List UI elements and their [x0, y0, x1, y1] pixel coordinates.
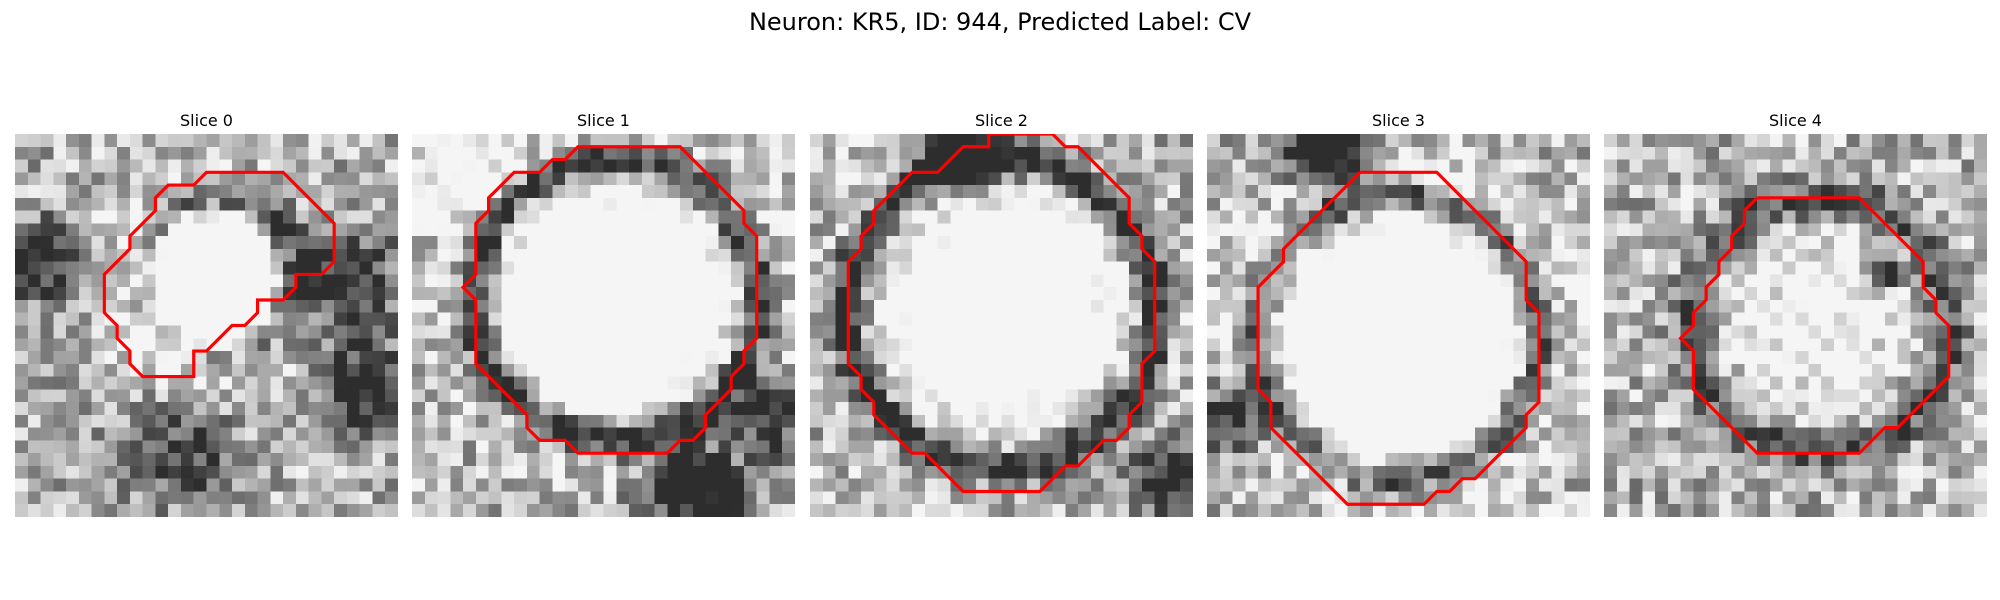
- slice-title: Slice 0: [180, 111, 233, 130]
- contour-line: [1256, 170, 1541, 506]
- slice-image: [412, 134, 795, 517]
- slice-panel-0: Slice 0: [15, 110, 398, 517]
- slice-image: [810, 134, 1193, 517]
- slice-image: [15, 134, 398, 517]
- contour-line: [460, 145, 759, 455]
- slice-panel-3: Slice 3: [1207, 110, 1590, 517]
- slice-title: Slice 3: [1372, 111, 1425, 130]
- slice-image: [1604, 134, 1987, 517]
- slice-title: Slice 1: [577, 111, 630, 130]
- contour-line: [846, 134, 1157, 494]
- contour-line: [102, 170, 336, 379]
- slice-title: Slice 4: [1769, 111, 1822, 130]
- slice-panel-1: Slice 1: [412, 110, 795, 517]
- slice-panel-2: Slice 2: [810, 110, 1193, 517]
- slice-title: Slice 2: [975, 111, 1028, 130]
- figure-title: Neuron: KR5, ID: 944, Predicted Label: C…: [748, 8, 1252, 36]
- contour-line: [1678, 196, 1951, 455]
- slice-panel-4: Slice 4: [1604, 110, 1987, 517]
- slice-image: [1207, 134, 1590, 517]
